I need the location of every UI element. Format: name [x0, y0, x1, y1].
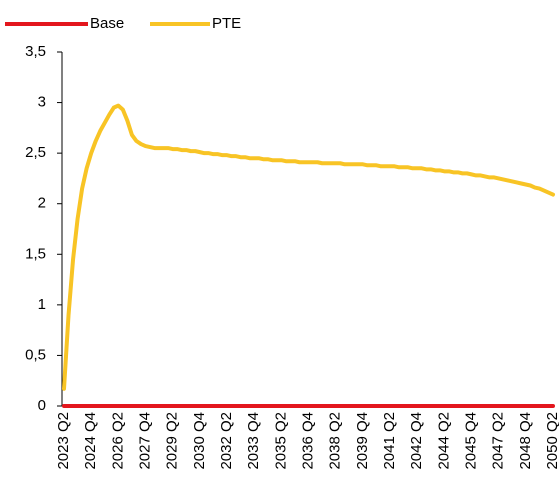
legend-label: Base	[90, 15, 124, 32]
x-tick-label: 2030 Q4	[191, 412, 208, 470]
legend-label: PTE	[212, 15, 241, 32]
y-tick-label: 2,5	[25, 144, 46, 161]
x-tick-label: 2042 Q4	[408, 412, 425, 470]
x-tick-label: 2039 Q4	[354, 412, 371, 470]
x-tick-label: 2044 Q2	[435, 412, 452, 470]
y-tick-label: 1	[38, 296, 46, 313]
x-tick-label: 2027 Q4	[136, 412, 153, 470]
line-series	[62, 103, 555, 391]
x-tick-label: 2036 Q4	[299, 412, 316, 470]
y-tick-label: 3	[38, 94, 46, 111]
x-tick-label: 2038 Q2	[327, 412, 344, 470]
x-tick-label: 2023 Q2	[55, 412, 72, 470]
x-tick-label: 2045 Q4	[462, 412, 479, 470]
x-tick-label: 2026 Q2	[109, 412, 126, 470]
y-tick-label: 3,5	[25, 43, 46, 60]
x-tick-label: 2047 Q2	[490, 412, 507, 470]
x-tick-label: 2035 Q2	[272, 412, 289, 470]
x-tick-label: 2024 Q4	[82, 412, 99, 470]
y-tick-label: 0	[38, 397, 46, 414]
x-tick-label: 2048 Q4	[517, 412, 534, 470]
x-tick-label: 2033 Q4	[245, 412, 262, 470]
y-tick-label: 2	[38, 195, 46, 212]
x-tick-label: 2041 Q2	[381, 412, 398, 470]
y-tick-label: 0,5	[25, 346, 46, 363]
y-tick-label: 1,5	[25, 245, 46, 262]
x-tick-label: 2032 Q2	[218, 412, 235, 470]
x-tick-label: 2050 Q2	[544, 412, 559, 470]
x-tick-label: 2029 Q2	[164, 412, 181, 470]
